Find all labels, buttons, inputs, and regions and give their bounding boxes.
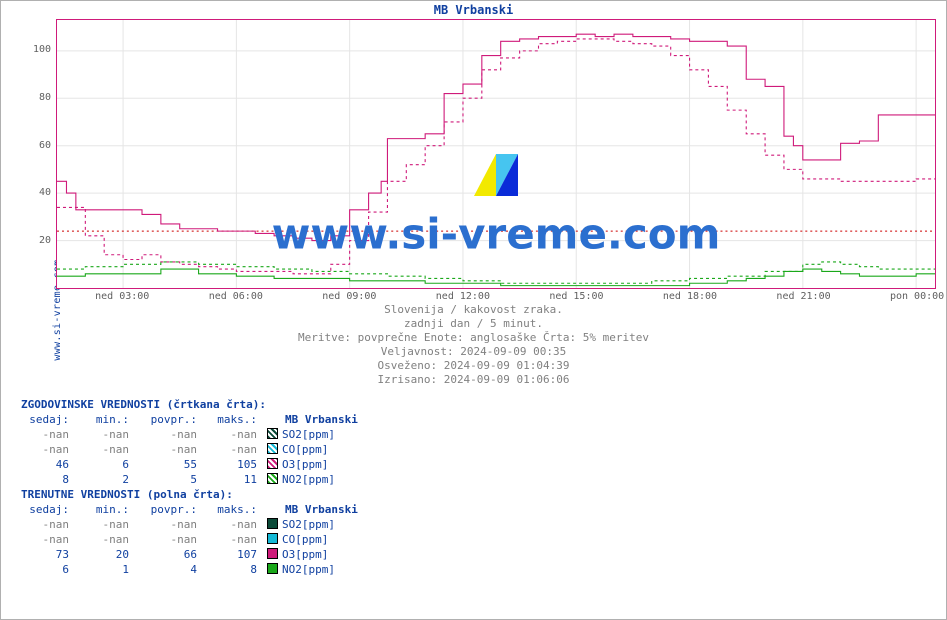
y-tick-label: 80	[31, 92, 51, 103]
y-tick-label: 60	[31, 140, 51, 151]
legend-swatch	[267, 458, 278, 469]
x-tick-label: ned 18:00	[663, 291, 717, 302]
table-column-headers: sedaj:min.:povpr.:maks.:MB Vrbanski	[21, 412, 358, 427]
y-tick-label: 100	[31, 44, 51, 55]
param-label: NO2[ppm]	[282, 563, 335, 576]
table-column-headers: sedaj:min.:povpr.:maks.:MB Vrbanski	[21, 502, 358, 517]
caption-line-3: Meritve: povprečne Enote: anglosaške Črt…	[1, 331, 946, 345]
caption-line-1: Slovenija / kakovost zraka.	[1, 303, 946, 317]
x-tick-label: ned 21:00	[776, 291, 830, 302]
x-tick-label: ned 15:00	[549, 291, 603, 302]
caption-line-2: zadnji dan / 5 minut.	[1, 317, 946, 331]
caption-line-5: Osveženo: 2024-09-09 01:04:39	[1, 359, 946, 373]
table-row: 82511NO2[ppm]	[21, 472, 358, 487]
chart-title: MB Vrbanski	[1, 3, 946, 17]
table-row: -nan-nan-nan-nanCO[ppm]	[21, 532, 358, 547]
chart-area: www.si-vreme.com	[56, 19, 936, 289]
param-label: O3[ppm]	[282, 548, 328, 561]
caption-line-6: Izrisano: 2024-09-09 01:06:06	[1, 373, 946, 387]
legend-swatch	[267, 473, 278, 484]
y-tick-label: 40	[31, 187, 51, 198]
data-tables: ZGODOVINSKE VREDNOSTI (črtkana črta):sed…	[21, 397, 358, 577]
table-row: -nan-nan-nan-nanSO2[ppm]	[21, 517, 358, 532]
legend-swatch	[267, 428, 278, 439]
figure-container: www.si-vreme.com MB Vrbanski 20 40 60 80 100…	[0, 0, 947, 620]
table-row: -nan-nan-nan-nanCO[ppm]	[21, 442, 358, 457]
x-tick-label: ned 03:00	[95, 291, 149, 302]
param-label: CO[ppm]	[282, 443, 328, 456]
param-label: SO2[ppm]	[282, 428, 335, 441]
legend-swatch	[267, 533, 278, 544]
watermark-logo	[474, 154, 518, 196]
table-row: 732066107O3[ppm]	[21, 547, 358, 562]
param-label: NO2[ppm]	[282, 473, 335, 486]
y-tick-label: 20	[31, 235, 51, 246]
legend-swatch	[267, 548, 278, 559]
param-label: SO2[ppm]	[282, 518, 335, 531]
legend-swatch	[267, 518, 278, 529]
param-label: O3[ppm]	[282, 458, 328, 471]
table-row: 46655105O3[ppm]	[21, 457, 358, 472]
x-tick-label: pon 00:00	[890, 291, 944, 302]
watermark-text: www.si-vreme.com	[272, 210, 721, 259]
param-label: CO[ppm]	[282, 533, 328, 546]
x-tick-label: ned 12:00	[436, 291, 490, 302]
legend-swatch	[267, 443, 278, 454]
table-row: -nan-nan-nan-nanSO2[ppm]	[21, 427, 358, 442]
caption-line-4: Veljavnost: 2024-09-09 00:35	[1, 345, 946, 359]
cur-title: TRENUTNE VREDNOSTI (polna črta):	[21, 487, 358, 502]
x-tick-label: ned 06:00	[209, 291, 263, 302]
hist-title: ZGODOVINSKE VREDNOSTI (črtkana črta):	[21, 397, 358, 412]
legend-swatch	[267, 563, 278, 574]
table-row: 6148NO2[ppm]	[21, 562, 358, 577]
x-tick-label: ned 09:00	[322, 291, 376, 302]
